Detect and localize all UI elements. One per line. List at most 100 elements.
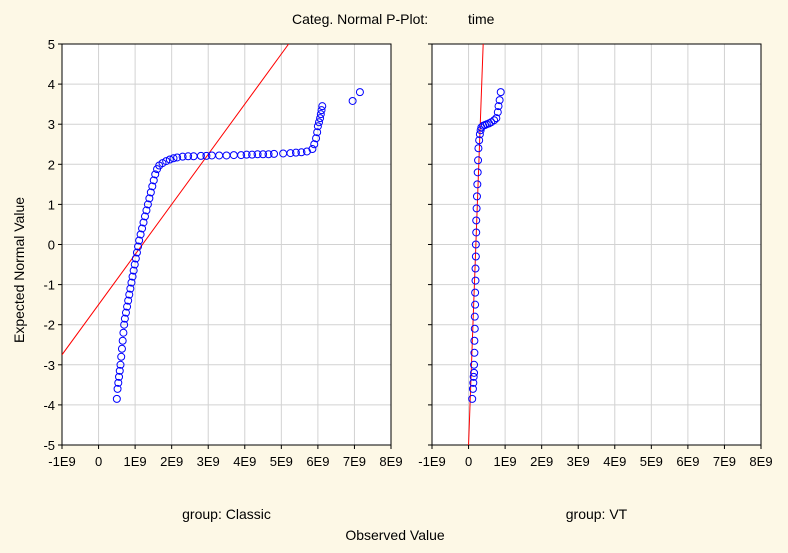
x-tick-label: 0	[465, 454, 472, 469]
data-point	[286, 149, 295, 158]
data-point	[495, 96, 504, 105]
y-tick-label: 1	[48, 197, 55, 212]
data-point	[355, 88, 364, 97]
data-point	[132, 248, 141, 257]
y-tick-label: 5	[48, 37, 55, 52]
y-axis-label: Expected Normal Value	[11, 197, 27, 343]
data-point	[134, 242, 143, 251]
data-point	[471, 276, 480, 285]
y-tick-label: -2	[43, 318, 55, 333]
data-point	[151, 170, 160, 179]
x-tick-label: -1E9	[418, 454, 445, 469]
data-point	[469, 372, 478, 381]
data-point	[148, 182, 157, 191]
panel-label: group: Classic	[182, 506, 271, 522]
data-point	[196, 151, 205, 160]
data-point	[475, 136, 484, 145]
data-point	[490, 116, 499, 125]
data-point	[202, 151, 211, 160]
data-point	[145, 194, 154, 203]
reference-line	[468, 44, 484, 445]
data-point	[471, 288, 480, 297]
data-point	[136, 230, 145, 239]
data-point	[474, 144, 483, 153]
data-point	[165, 155, 174, 164]
data-point	[316, 110, 325, 119]
data-point	[317, 106, 326, 115]
data-point	[314, 118, 323, 127]
data-point	[115, 372, 124, 381]
data-point	[470, 324, 479, 333]
data-point	[130, 260, 139, 269]
data-point	[470, 368, 479, 377]
data-point	[496, 88, 505, 97]
data-point	[471, 300, 480, 309]
data-point	[124, 296, 133, 305]
data-point	[313, 122, 322, 131]
data-point	[117, 352, 126, 361]
x-tick-label: 1E9	[494, 454, 517, 469]
y-tick-label: 4	[48, 77, 55, 92]
data-point	[115, 366, 124, 375]
x-tick-label: 5E9	[270, 454, 293, 469]
x-tick-label: 4E9	[233, 454, 256, 469]
data-point	[470, 348, 479, 357]
chart-title: Categ. Normal P-Plot:	[292, 11, 428, 27]
data-point	[472, 192, 481, 201]
y-tick-label: -5	[43, 438, 55, 453]
x-tick-label: 4E9	[603, 454, 626, 469]
data-point	[118, 336, 127, 345]
data-point	[162, 157, 171, 166]
data-point	[127, 278, 136, 287]
data-point	[474, 156, 483, 165]
data-point	[169, 154, 178, 163]
x-tick-label: 0	[95, 454, 102, 469]
data-point	[114, 378, 123, 387]
data-point	[138, 224, 147, 233]
x-tick-label: 5E9	[640, 454, 663, 469]
data-point	[471, 264, 480, 273]
data-point	[312, 134, 321, 143]
data-point	[471, 240, 480, 249]
reference-line	[62, 44, 290, 356]
data-point	[135, 236, 144, 245]
x-tick-label: 2E9	[160, 454, 183, 469]
y-tick-label: 0	[48, 238, 55, 253]
data-point	[316, 114, 325, 123]
data-point	[242, 150, 251, 159]
data-point	[264, 150, 273, 159]
data-point	[468, 394, 477, 403]
x-tick-label: 6E9	[306, 454, 329, 469]
y-tick-label: 2	[48, 157, 55, 172]
data-point	[116, 360, 125, 369]
data-point	[310, 140, 319, 149]
data-point	[471, 252, 480, 261]
chart-title-variable: time	[468, 11, 495, 27]
x-tick-label: 2E9	[530, 454, 553, 469]
data-point	[248, 150, 257, 159]
data-point	[318, 102, 327, 111]
data-point	[492, 114, 501, 123]
data-point	[173, 153, 182, 162]
data-point	[472, 216, 481, 225]
x-tick-label: 8E9	[379, 454, 402, 469]
data-point	[184, 152, 193, 161]
data-point	[120, 314, 129, 323]
data-point	[473, 180, 482, 189]
x-axis-label: Observed Value	[345, 527, 445, 543]
x-tick-label: 8E9	[749, 454, 772, 469]
x-tick-label: 3E9	[567, 454, 590, 469]
data-point	[472, 228, 481, 237]
data-point	[139, 218, 148, 227]
data-point	[470, 360, 479, 369]
data-point	[313, 128, 322, 137]
data-point	[469, 378, 478, 387]
data-point	[237, 151, 246, 160]
y-tick-label: -4	[43, 398, 55, 413]
data-point	[297, 148, 306, 157]
plot-panels: -1E9 0 1E9 2E9 3E9 4E9 5E9 6E9 7E9 8E9 -5 -4 -3 -2 -1 0…	[43, 37, 772, 522]
data-point	[149, 176, 158, 185]
data-point	[120, 320, 129, 329]
data-point	[259, 150, 268, 159]
